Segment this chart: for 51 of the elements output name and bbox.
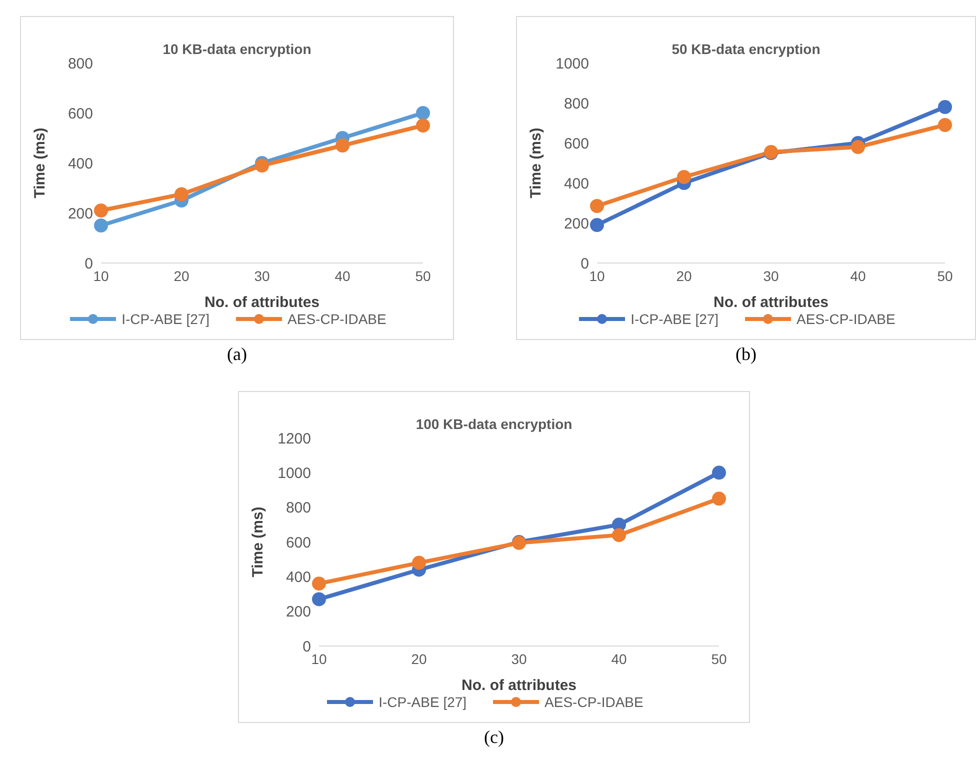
y-axis-title: Time (ms)	[249, 506, 266, 578]
x-tick-label: 40	[611, 650, 627, 667]
x-tick-label: 50	[937, 268, 953, 284]
x-tick-label: 30	[254, 268, 270, 284]
text: (b)	[734, 344, 758, 365]
legend-label: I-CP-ABE [27]	[378, 694, 467, 710]
y-tick-label: 200	[564, 215, 589, 232]
y-axis-title: Time (ms)	[31, 128, 48, 198]
legend-label: AES-CP-IDABE	[796, 311, 896, 327]
x-tick-label: 30	[511, 650, 527, 667]
text: (c)	[483, 727, 505, 748]
chart-title: 100 KB-data encryption	[414, 416, 574, 432]
x-axis-title: No. of attributes	[204, 294, 320, 311]
chart-title: 10 KB-data encryption	[162, 41, 312, 57]
x-tick-label: 30	[763, 268, 779, 284]
x-tick-label: 20	[411, 650, 427, 667]
y-tick-label: 600	[68, 105, 93, 122]
x-tick-label: 50	[711, 650, 727, 667]
x-axis-title: No. of attributes	[462, 677, 576, 694]
y-tick-label: 0	[84, 255, 93, 272]
x-axis-title: No. of attributes	[714, 294, 828, 311]
y-tick-label: 600	[564, 135, 589, 152]
legend-label: AES-CP-IDABE	[544, 694, 644, 710]
x-tick-label: 50	[415, 268, 431, 284]
x-tick-label: 10	[589, 268, 605, 284]
y-tick-label: 800	[564, 95, 589, 112]
legend-label: AES-CP-IDABE	[286, 311, 386, 327]
y-tick-label: 800	[286, 500, 311, 517]
x-tick-label: 40	[334, 268, 350, 284]
legend-label: I-CP-ABE [27]	[630, 311, 719, 327]
chart-title: 50 KB-data encryption	[670, 41, 822, 57]
y-tick-label: 400	[564, 175, 589, 192]
x-tick-label: 20	[676, 268, 692, 284]
y-tick-label: 1000	[278, 464, 311, 482]
y-tick-label: 200	[286, 604, 311, 621]
y-tick-label: 1000	[556, 55, 589, 72]
y-tick-label: 0	[580, 255, 589, 272]
y-tick-label: 1200	[278, 430, 311, 448]
y-tick-label: 800	[68, 55, 93, 72]
legend-label: I-CP-ABE [27]	[120, 311, 210, 327]
y-tick-label: 600	[286, 534, 311, 552]
y-tick-label: 0	[302, 638, 311, 656]
x-tick-label: 40	[850, 268, 866, 284]
x-tick-label: 10	[311, 650, 327, 667]
y-tick-label: 400	[68, 155, 93, 172]
x-tick-label: 10	[93, 268, 109, 284]
y-axis-title: Time (ms)	[527, 128, 544, 198]
x-tick-label: 20	[174, 268, 190, 284]
y-tick-label: 200	[68, 205, 93, 222]
y-tick-label: 400	[286, 568, 311, 586]
text: (a)	[226, 344, 248, 365]
